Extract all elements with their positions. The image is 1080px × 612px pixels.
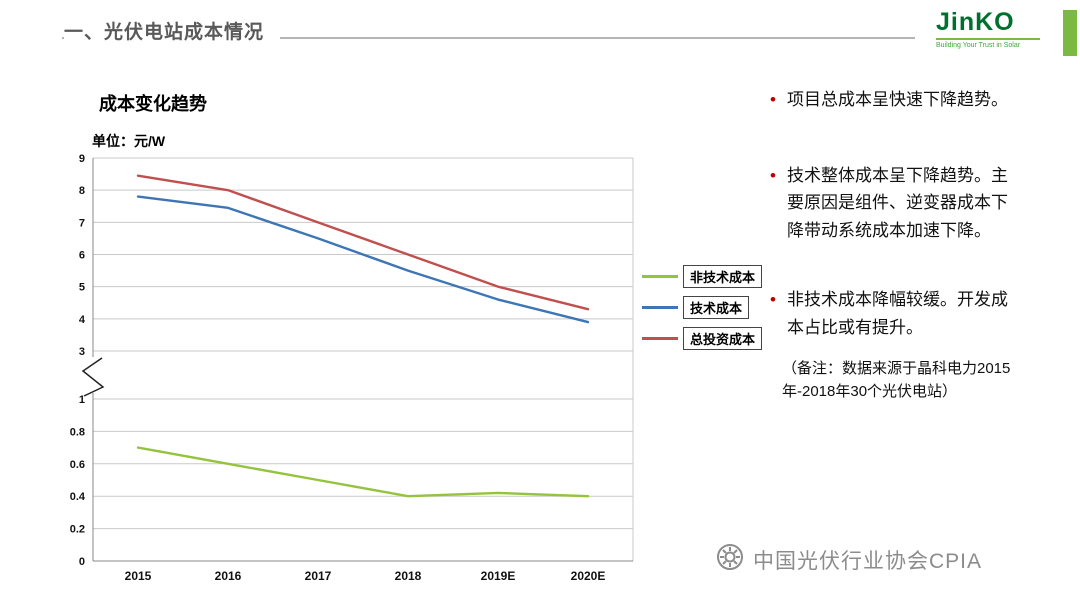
page-title: 一、光伏电站成本情况 [64,17,281,49]
watermark-text: 中国光伏行业协会CPIA [753,549,983,573]
legend-item-nontech: 非技术成本 [642,265,763,288]
series-line [136,446,590,498]
legend-item-total: 总投资成本 [642,327,763,350]
jinko-logo-text: JinKO [936,8,1015,36]
jinko-logo: JinKO Building Your Trust in Solar [936,10,1040,49]
y-tick-label: 7 [79,217,85,229]
bullet-item-3: 非技术成本降幅较缓。开发成本占比或有提升。 [770,286,1016,341]
chart-legend: 非技术成本 技术成本 总投资成本 [642,265,763,350]
x-tick-label: 2020E [571,569,606,583]
y-tick-label: 9 [79,153,85,165]
bullet-dot [770,86,787,114]
legend-label-nontech: 非技术成本 [683,265,763,288]
bullet-item-1: 项目总成本呈快速下降趋势。 [770,86,1016,114]
y-tick-label: 8 [79,185,85,197]
data-source-remark: （备注：数据来源于晶科电力2015年-2018年30个光伏电站） [782,360,1011,401]
series-line [136,174,590,311]
notes-panel: 项目总成本呈快速下降趋势。 技术整体成本呈下降趋势。主要原因是组件、逆变器成本下… [770,86,1016,404]
x-tick-label: 2015 [125,569,152,583]
y-tick-label: 1 [79,394,85,406]
axis-break [81,357,105,397]
series-line [136,195,590,324]
x-tick-label: 2017 [305,569,332,583]
y-tick-label: 6 [79,250,85,262]
bullet-text-1: 项目总成本呈快速下降趋势。 [787,90,1008,109]
bullet-item-2: 技术整体成本呈下降趋势。主要原因是组件、逆变器成本下降带动系统成本加速下降。 [770,162,1016,245]
bullet-text-2: 技术整体成本呈下降趋势。主要原因是组件、逆变器成本下降带动系统成本加速下降。 [787,165,1008,240]
y-tick-label: 5 [79,282,85,294]
chart-title: 成本变化趋势 [99,94,207,114]
chart-unit-label: 单位：元/W [92,133,166,149]
cost-trend-chart: 9 8 7 6 5 4 3 1 0.8 0.6 0.4 0.2 0 2015 2016 2017 2018 201… [70,153,634,583]
legend-item-tech: 技术成本 [642,296,762,319]
y-tick-label: 3 [79,346,85,358]
bullet-text-3: 非技术成本降幅较缓。开发成本占比或有提升。 [787,290,1008,337]
y-tick-label: 4 [79,314,86,326]
y-tick-label: 0 [79,556,85,568]
legend-label-total: 总投资成本 [683,327,763,350]
cpia-sun-icon [714,541,746,578]
y-tick-label: 0.8 [70,426,85,438]
x-tick-label: 2016 [215,569,242,583]
legend-line-swatch-tech [642,306,678,309]
legend-line-swatch-nontech [642,275,678,278]
x-tick-label: 2018 [395,569,422,583]
header-rule [62,37,915,39]
x-tick-label: 2019E [481,569,516,583]
legend-line-swatch-total [642,337,678,340]
y-tick-label: 0.4 [70,491,86,503]
legend-label-tech: 技术成本 [683,296,750,319]
y-tick-label: 0.2 [70,524,85,536]
bullet-dot [770,162,787,245]
bullet-dot [770,286,787,341]
green-edge-bar [1063,10,1077,56]
watermark: 中国光伏行业协会CPIA [714,541,982,578]
jinko-logo-rule [936,38,1040,40]
y-tick-label: 0.6 [70,459,85,471]
jinko-logo-tagline: Building Your Trust in Solar [936,42,1021,49]
